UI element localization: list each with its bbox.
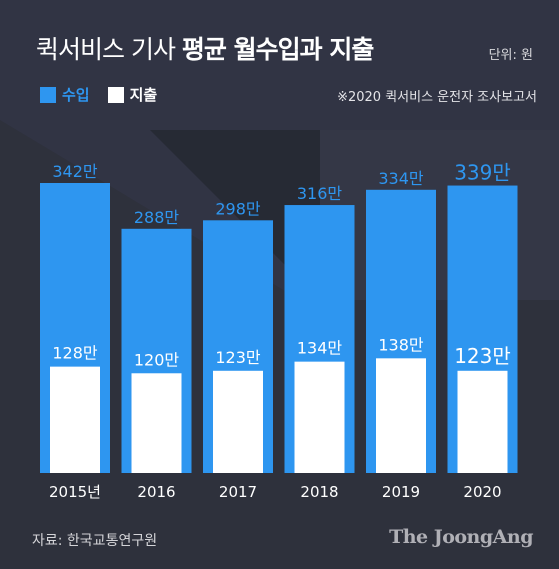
- legend-swatch-income: [40, 86, 56, 103]
- income-value-label: 339만: [454, 161, 511, 185]
- expense-bar: [376, 358, 426, 473]
- source-note: ※2020 퀵서비스 운전자 조사보고서: [337, 90, 537, 105]
- x-tick-label: 2019: [382, 483, 420, 501]
- legend-item-income: 수입: [40, 84, 90, 105]
- x-tick-label: 2016: [137, 483, 175, 501]
- expense-value-label: 128만: [52, 344, 98, 363]
- income-value-label: 288만: [134, 208, 180, 227]
- expense-value-label: 120만: [134, 350, 180, 369]
- expense-value-label: 134만: [297, 339, 343, 358]
- expense-value-label: 123만: [454, 344, 511, 368]
- expense-bar: [131, 373, 182, 473]
- income-value-label: 316만: [297, 184, 343, 203]
- income-value-label: 342만: [52, 162, 98, 181]
- legend-item-expense: 지출: [107, 84, 158, 105]
- legend-swatch-expense: [107, 86, 124, 103]
- expense-value-label: 138만: [378, 335, 424, 354]
- title-bold: 평균 월수입과 지출: [181, 35, 374, 64]
- x-tick-label: 2020: [463, 483, 501, 501]
- expense-bar: [213, 370, 263, 473]
- source-credit: 자료: 한국교통연구원: [32, 533, 158, 549]
- brand-logo: The JoongAng: [389, 526, 533, 548]
- chart-title: 퀵서비스 기사 평균 월수입과 지출: [36, 30, 374, 66]
- x-tick-label: 2018: [300, 483, 338, 501]
- expense-bar: [457, 370, 508, 473]
- legend: 수입 지출: [40, 84, 175, 105]
- expense-value-label: 123만: [215, 348, 261, 367]
- unit-label: 단위: 원: [488, 48, 533, 63]
- title-light: 퀵서비스 기사: [36, 35, 176, 64]
- x-tick-label: 2015년: [49, 483, 101, 501]
- legend-label-income: 수입: [62, 86, 90, 104]
- x-tick-label: 2017: [219, 483, 257, 501]
- expense-bar: [294, 361, 345, 473]
- income-value-label: 334만: [378, 169, 424, 188]
- income-value-label: 298만: [215, 199, 261, 218]
- expense-bar: [50, 366, 100, 473]
- legend-label-expense: 지출: [129, 86, 158, 104]
